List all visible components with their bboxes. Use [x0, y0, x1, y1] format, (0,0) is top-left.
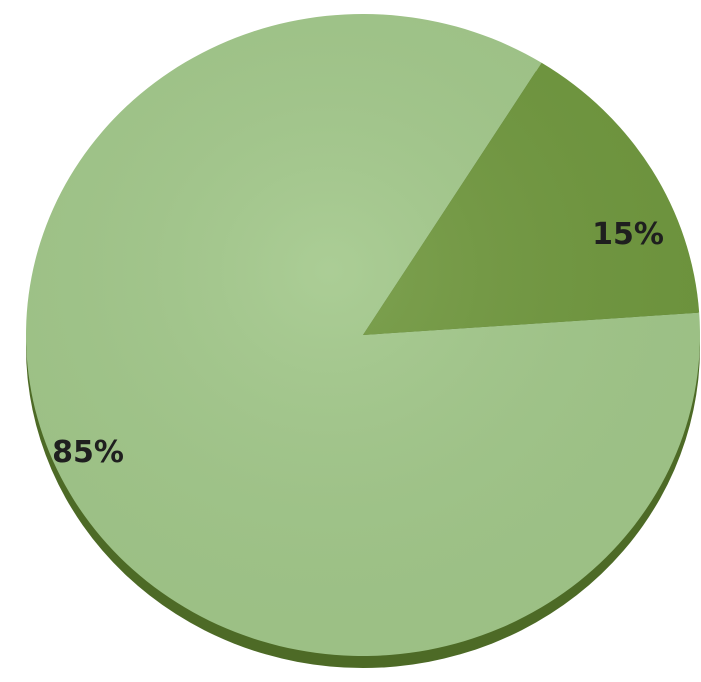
slice-label-major: 85% [52, 435, 124, 470]
pie-shading [26, 14, 700, 656]
slice-label-minor: 15% [592, 217, 664, 252]
